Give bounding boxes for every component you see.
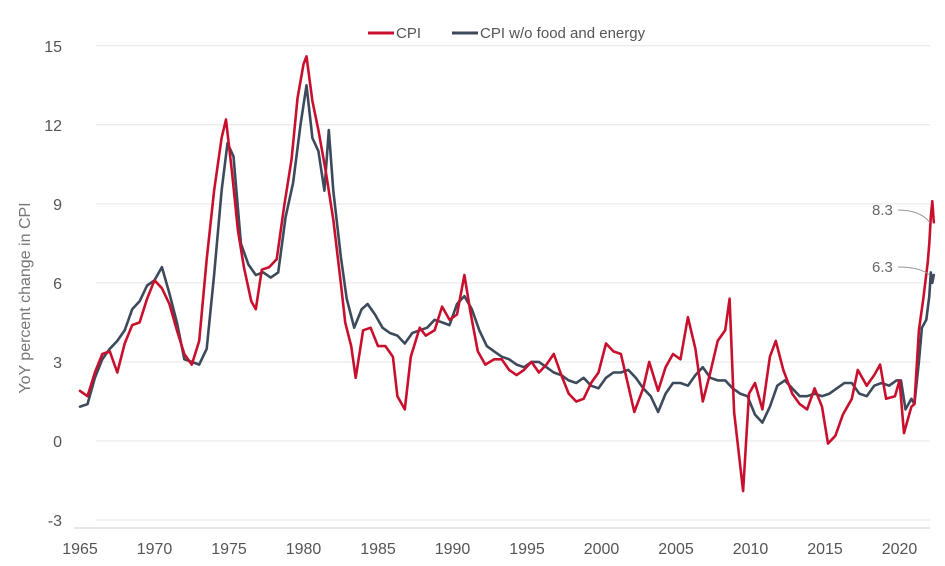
annotations: 8.3 6.3	[872, 202, 931, 276]
annotation-label: 8.3	[872, 202, 893, 219]
x-tick-label: 2000	[584, 541, 620, 558]
y-tick-label: 9	[53, 197, 62, 214]
x-tick-label: 1985	[360, 541, 396, 558]
x-tick-label: 1975	[211, 541, 247, 558]
legend: CPI CPI w/o food and energy	[368, 25, 646, 42]
annotation-leader	[897, 266, 931, 276]
series-line-cpi	[78, 55, 936, 493]
x-tick-label: 1990	[435, 541, 471, 558]
x-tick-label: 2020	[882, 541, 918, 558]
y-tick-label: 15	[44, 39, 62, 56]
y-tick-label: 12	[44, 118, 62, 135]
series-lines	[78, 55, 936, 493]
y-axis-ticks: -3 0 3 6 9 12 15	[44, 39, 62, 530]
x-tick-label: 2010	[733, 541, 769, 558]
x-tick-label: 1965	[62, 541, 98, 558]
gridlines	[96, 45, 930, 521]
annotation-leader	[897, 209, 931, 223]
x-tick-label: 1970	[137, 541, 173, 558]
legend-label: CPI w/o food and energy	[480, 25, 646, 42]
x-tick-label: 1995	[509, 541, 545, 558]
x-tick-label: 2015	[807, 541, 843, 558]
y-axis-label: YoY percent change in CPI	[17, 202, 34, 393]
x-tick-label: 1980	[286, 541, 322, 558]
y-tick-label: 0	[53, 434, 62, 451]
y-tick-label: 6	[53, 276, 62, 293]
y-tick-label: -3	[48, 513, 62, 530]
x-axis-ticks: 1965 1970 1975 1980 1985 1990 1995 2000 2005 2010…	[62, 527, 930, 558]
legend-label: CPI	[396, 25, 421, 42]
annotation-label: 6.3	[872, 259, 893, 276]
x-tick-label: 2005	[658, 541, 694, 558]
y-tick-label: 3	[53, 355, 62, 372]
